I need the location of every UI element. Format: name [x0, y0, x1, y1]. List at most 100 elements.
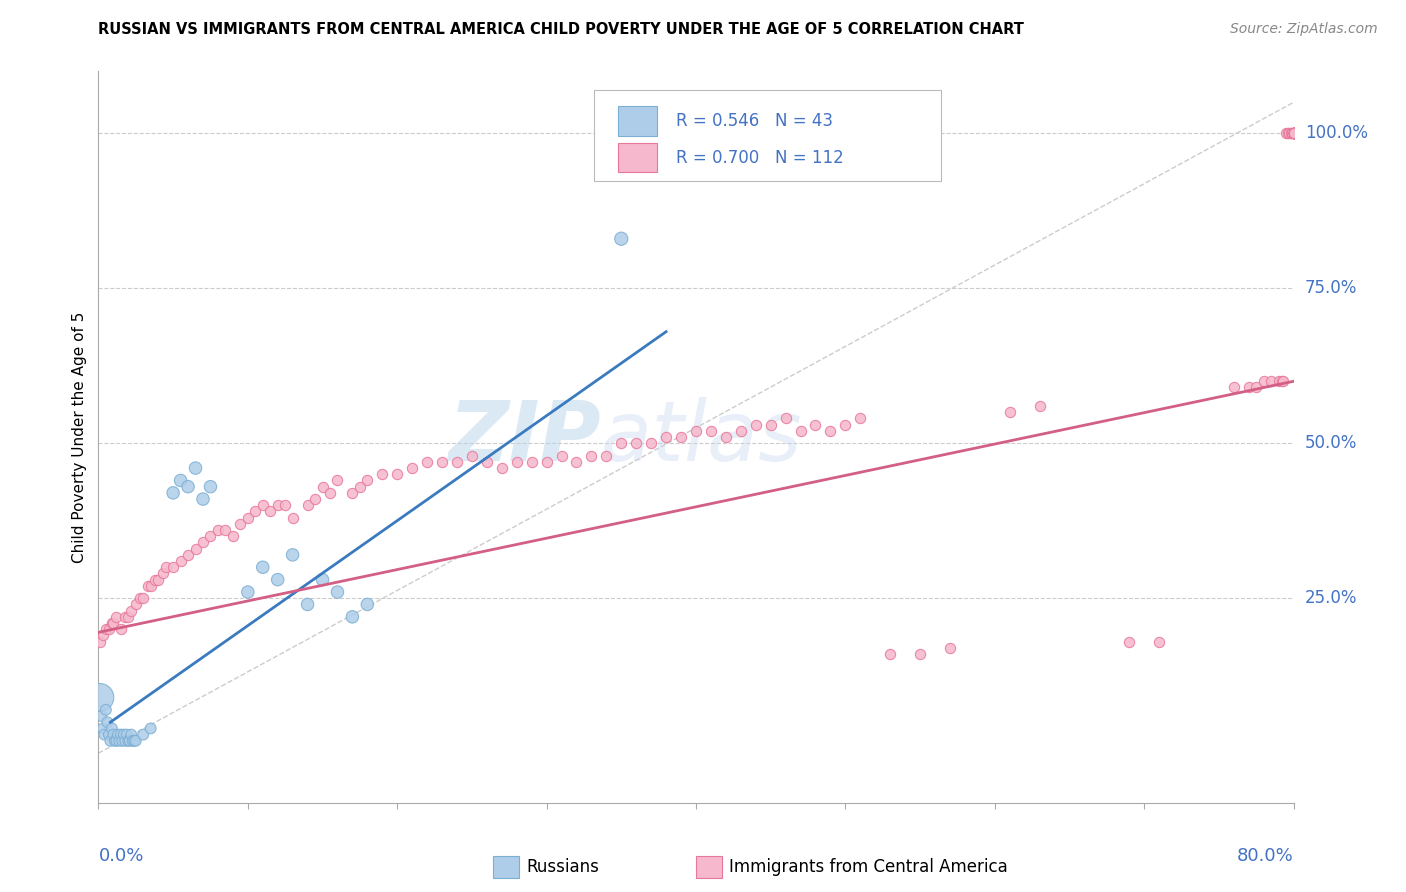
Point	[281, 510, 304, 524]
Point	[759, 417, 782, 432]
Point	[94, 703, 117, 717]
Point	[685, 424, 707, 438]
Point	[115, 728, 138, 742]
Point	[97, 728, 120, 742]
Point	[245, 504, 267, 518]
Point	[207, 523, 229, 537]
Point	[191, 491, 214, 506]
Point	[91, 628, 114, 642]
Point	[89, 634, 111, 648]
Text: R = 0.700   N = 112: R = 0.700 N = 112	[676, 149, 844, 167]
Point	[101, 615, 124, 630]
Point	[236, 585, 259, 599]
Text: 50.0%: 50.0%	[1305, 434, 1357, 452]
Point	[581, 449, 603, 463]
Point	[624, 436, 647, 450]
Point	[1253, 374, 1275, 388]
Point	[259, 504, 281, 518]
Point	[1282, 126, 1305, 140]
Point	[1282, 126, 1305, 140]
Point	[110, 728, 132, 742]
Text: Immigrants from Central America: Immigrants from Central America	[730, 858, 1008, 876]
Point	[1271, 374, 1294, 388]
Point	[136, 579, 159, 593]
Point	[200, 480, 222, 494]
Point	[536, 455, 558, 469]
Point	[326, 585, 349, 599]
Point	[1279, 126, 1302, 140]
Text: 0.0%: 0.0%	[98, 847, 143, 864]
Point	[311, 480, 333, 494]
Point	[121, 734, 143, 748]
Point	[214, 523, 236, 537]
Point	[998, 405, 1021, 419]
Point	[879, 647, 901, 661]
Point	[118, 734, 141, 748]
Point	[1275, 126, 1298, 140]
Point	[342, 610, 364, 624]
Point	[491, 461, 513, 475]
Point	[114, 734, 136, 748]
Point	[281, 548, 304, 562]
Text: Russians: Russians	[526, 858, 599, 876]
Point	[804, 417, 827, 432]
Point	[252, 498, 274, 512]
Point	[304, 491, 326, 506]
Point	[1282, 126, 1305, 140]
Point	[789, 424, 811, 438]
Point	[1282, 126, 1305, 140]
Point	[1282, 126, 1305, 140]
Point	[700, 424, 723, 438]
Point	[111, 734, 134, 748]
Point	[1282, 126, 1305, 140]
Point	[640, 436, 662, 450]
Point	[252, 560, 274, 574]
Point	[1277, 126, 1299, 140]
Point	[446, 455, 468, 469]
Point	[117, 610, 139, 624]
Point	[820, 424, 842, 438]
Point	[107, 728, 129, 742]
Point	[1028, 399, 1050, 413]
Point	[1237, 380, 1260, 394]
Point	[311, 573, 333, 587]
Point	[385, 467, 409, 482]
Point	[1282, 126, 1305, 140]
Point	[1118, 634, 1140, 648]
Point	[401, 461, 423, 475]
Point	[356, 598, 378, 612]
Point	[1281, 126, 1303, 140]
Point	[349, 480, 371, 494]
Point	[90, 709, 112, 723]
Point	[148, 573, 170, 587]
Point	[110, 622, 132, 636]
Point	[143, 573, 166, 587]
Point	[297, 498, 319, 512]
Y-axis label: Child Poverty Under the Age of 5: Child Poverty Under the Age of 5	[72, 311, 87, 563]
Point	[669, 430, 692, 444]
Point	[139, 579, 162, 593]
Point	[177, 548, 200, 562]
Point	[105, 610, 128, 624]
Point	[730, 424, 752, 438]
Point	[416, 455, 439, 469]
Point	[267, 498, 290, 512]
Point	[1281, 126, 1303, 140]
Point	[371, 467, 394, 482]
Point	[91, 722, 114, 736]
Point	[98, 734, 122, 748]
Bar	[619, 106, 657, 136]
Text: ZIP: ZIP	[447, 397, 600, 477]
Point	[520, 455, 543, 469]
Point	[101, 722, 124, 736]
Point	[124, 734, 146, 748]
Point	[1244, 380, 1267, 394]
Point	[565, 455, 588, 469]
Point	[297, 598, 319, 612]
Point	[117, 734, 139, 748]
Text: 75.0%: 75.0%	[1305, 279, 1357, 297]
Point	[506, 455, 529, 469]
Point	[745, 417, 768, 432]
Point	[834, 417, 856, 432]
Point	[120, 604, 142, 618]
